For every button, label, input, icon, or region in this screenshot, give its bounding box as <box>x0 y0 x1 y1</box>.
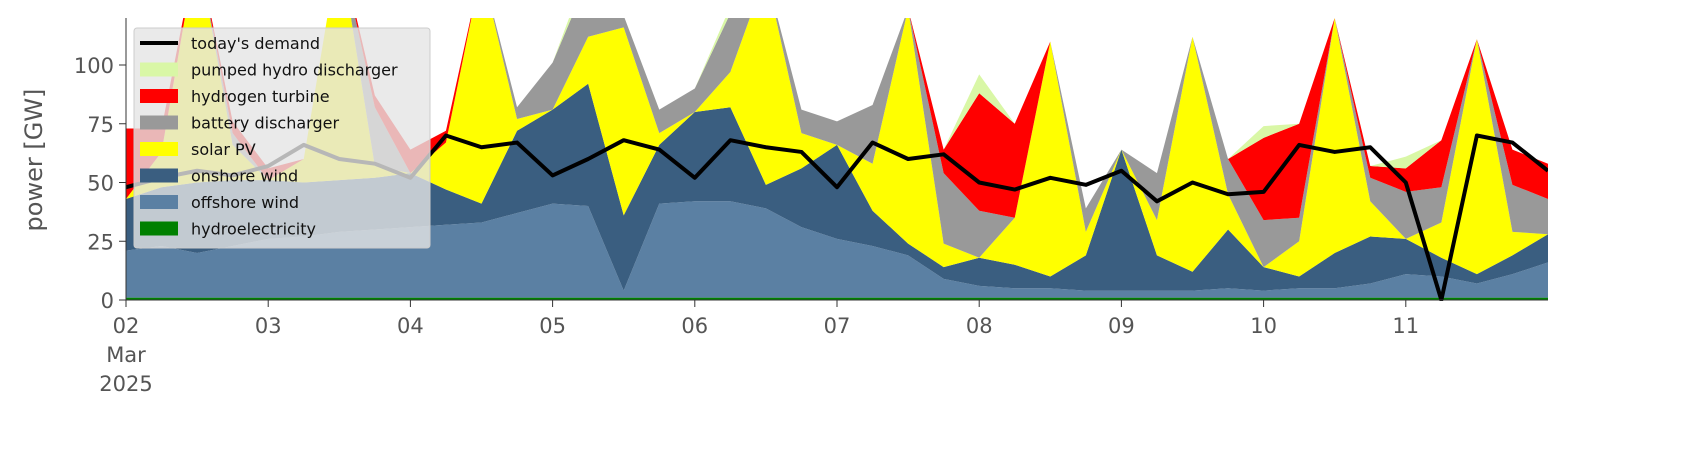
x-tick-label: 11 <box>1392 314 1419 338</box>
x-tick-label: 04 <box>397 314 424 338</box>
legend-label: pumped hydro discharger <box>191 61 398 80</box>
y-tick-label: 100 <box>74 54 114 78</box>
legend-label: battery discharger <box>191 114 339 133</box>
legend: today's demand pumped hydro discharger hyd… <box>133 27 431 249</box>
y-tick-label: 25 <box>87 230 114 254</box>
legend-swatch <box>140 168 178 183</box>
y-axis-label: power [GW] <box>20 89 48 232</box>
legend-label: onshore wind <box>191 167 298 186</box>
y-tick-label: 0 <box>101 289 114 313</box>
legend-label: solar PV <box>191 140 256 159</box>
x-tick-label: 06 <box>681 314 708 338</box>
y-tick-label: 75 <box>87 113 114 137</box>
legend-swatch <box>140 221 178 236</box>
x-tick-label: 05 <box>539 314 566 338</box>
x-tick-label: 07 <box>824 314 851 338</box>
x-tick-label: 02 Mar 2025 <box>99 314 152 396</box>
legend-swatch <box>140 89 178 103</box>
legend-swatch <box>140 142 178 156</box>
legend-label: hydroelectricity <box>191 220 316 239</box>
x-tick-label: 08 <box>966 314 993 338</box>
x-tick-label: 03 <box>255 314 282 338</box>
plot-area <box>126 18 1548 301</box>
legend-swatch <box>140 62 178 77</box>
x-tick-label: 10 <box>1250 314 1277 338</box>
area <box>126 201 1548 298</box>
legend-label: today's demand <box>191 34 320 53</box>
legend-swatch <box>140 115 178 130</box>
area <box>126 18 1548 268</box>
area <box>126 297 1548 300</box>
x-tick-label: 09 <box>1108 314 1135 338</box>
legend-label: offshore wind <box>191 193 299 212</box>
legend-swatch <box>140 195 178 209</box>
legend-label: hydrogen turbine <box>191 87 330 106</box>
area <box>126 18 1548 277</box>
legend-box <box>133 27 431 249</box>
y-tick-label: 50 <box>87 172 114 196</box>
